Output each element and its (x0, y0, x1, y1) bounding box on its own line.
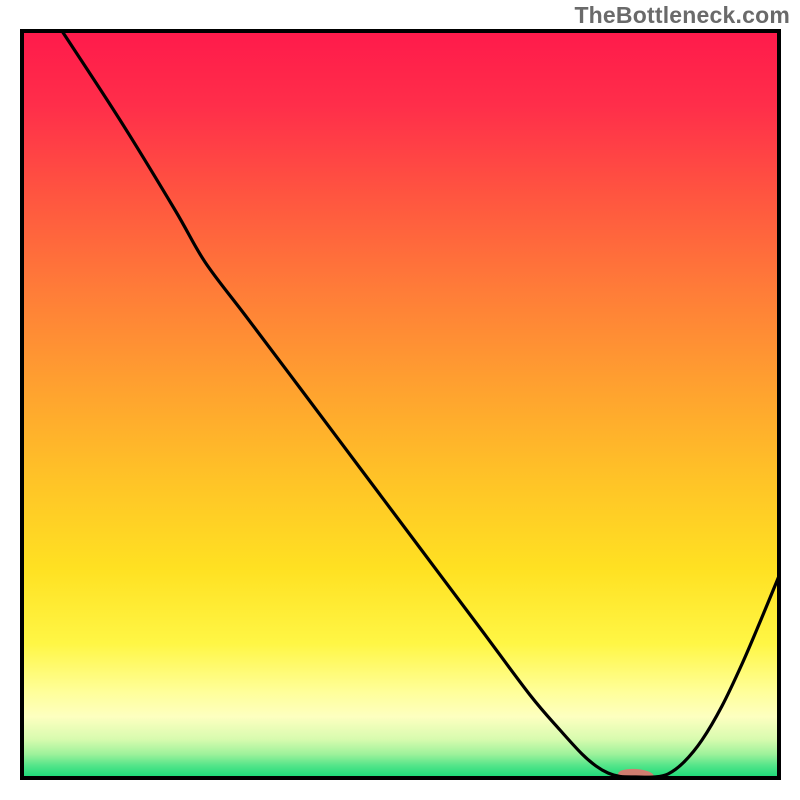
watermark-text: TheBottleneck.com (574, 2, 790, 29)
chart-svg (0, 0, 800, 800)
bottleneck-chart: TheBottleneck.com (0, 0, 800, 800)
